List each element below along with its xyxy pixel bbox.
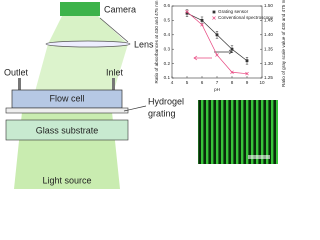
- point: [185, 11, 189, 15]
- y2-tick-label: 1.25: [264, 75, 273, 80]
- x-tick-label: 8: [231, 80, 234, 85]
- label: Lens: [134, 39, 154, 49]
- lens: [45, 40, 131, 48]
- point: [215, 53, 219, 57]
- legend-label: Grating sensor: [218, 9, 249, 14]
- light-beam: [48, 16, 128, 44]
- figure: Camera Lens Outlet Inlet Flow cell Glass…: [4, 0, 286, 189]
- x-axis-label: pH: [214, 87, 220, 92]
- x-tick-label: 5: [186, 80, 189, 85]
- y2-tick-label: 1.45: [264, 18, 273, 23]
- y-tick-label: 0.6: [164, 3, 171, 8]
- point: [230, 70, 234, 74]
- x-tick-label: 4: [171, 80, 174, 85]
- reflection-ray: [99, 17, 129, 43]
- y-axis-label: Ratio of absorbances at 430 and 475 nm: [154, 0, 159, 83]
- label: Outlet: [4, 67, 29, 77]
- point: [245, 59, 249, 63]
- scale-bar: [248, 155, 270, 159]
- point: [200, 19, 204, 22]
- chart: 4 5 6 7 8 9 10 0.1 0.2 0.3 0.4 0.5 0.6 1.25 1.30 1.35 1.…: [154, 0, 286, 92]
- y-tick-label: 0.2: [164, 61, 171, 66]
- label: Camera: [104, 4, 136, 14]
- grating-layer: [5, 107, 129, 114]
- legend-marker: [212, 16, 216, 20]
- x-tick-label: 6: [201, 80, 204, 85]
- x-tick-label: 7: [216, 80, 219, 85]
- x-tick-label: 9: [246, 80, 249, 85]
- label: Light source: [42, 175, 91, 185]
- point: [185, 10, 189, 14]
- point: [200, 22, 204, 27]
- micrograph: [198, 100, 278, 164]
- point: [245, 71, 249, 76]
- glass-substrate: [5, 119, 129, 141]
- y2-tick-label: 1.40: [264, 32, 273, 37]
- y-tick-label: 0.3: [164, 46, 171, 51]
- tube: [18, 78, 21, 92]
- point: [215, 33, 219, 37]
- setup-diagram: Camera Lens Outlet Inlet Flow cell Glass…: [4, 2, 184, 189]
- label: Glass substrate: [36, 125, 99, 135]
- y2-tick-label: 1.30: [264, 61, 273, 66]
- y-tick-label: 0.1: [164, 75, 171, 80]
- legend-marker: [212, 10, 216, 14]
- y2-tick-label: 1.35: [264, 46, 273, 51]
- pointer: [123, 105, 147, 112]
- y-tick-label: 0.4: [164, 32, 171, 37]
- y2-axis-label: Ratio of gray scale value of 430 and 475…: [281, 0, 286, 87]
- series-line: [186, 11, 248, 75]
- camera: [60, 2, 100, 16]
- label: Hydrogel: [148, 96, 184, 106]
- y-tick-label: 0.5: [164, 18, 171, 23]
- label: Inlet: [106, 67, 124, 77]
- tube: [112, 78, 115, 92]
- legend-label: Conventional spectroscopy: [218, 15, 274, 20]
- grating-image: [198, 100, 278, 164]
- label: grating: [148, 108, 176, 118]
- axis-arrow: [193, 55, 212, 61]
- y2-tick-label: 1.50: [264, 3, 273, 8]
- axis-arrow: [214, 49, 233, 55]
- point: [230, 47, 234, 51]
- x-tick-label: 10: [259, 80, 265, 85]
- label: Flow cell: [49, 93, 84, 103]
